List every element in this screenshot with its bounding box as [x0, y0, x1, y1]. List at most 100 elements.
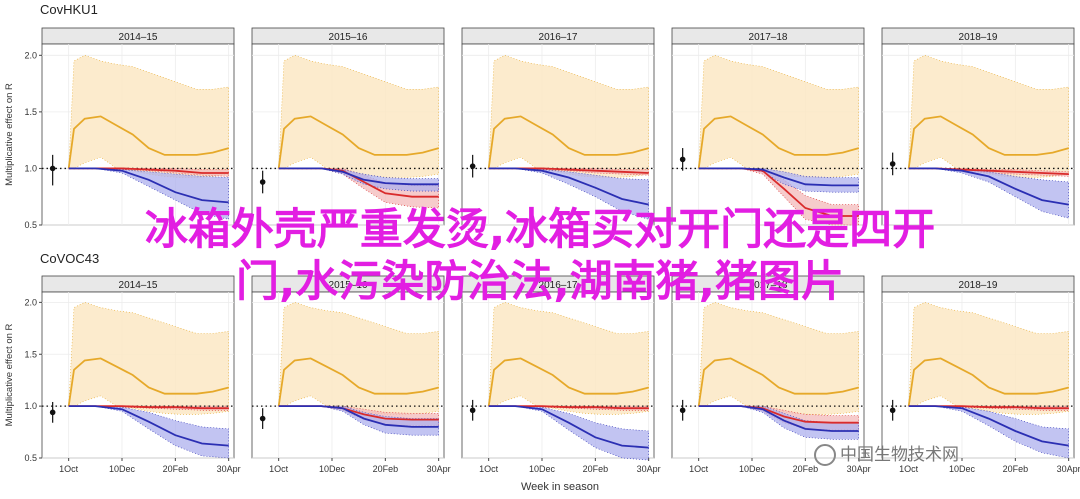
x-tick-label: 10Dec	[949, 464, 976, 474]
y-tick-label: 1.5	[24, 107, 37, 117]
y-axis-label: Multiplicative effect on R	[4, 83, 15, 186]
ci-band-red	[698, 168, 859, 226]
point-estimate	[259, 415, 266, 422]
x-tick-label: 30Apr	[637, 464, 661, 474]
y-tick-label: 1.0	[24, 163, 37, 173]
x-tick-label: 1Oct	[689, 464, 709, 474]
facet-2017–18: 2017–18 1Oct 10Dec 20Feb 30Apr	[671, 275, 871, 474]
series-line-blue	[698, 405, 859, 432]
x-tick-label: 30Apr	[1057, 464, 1080, 474]
series-line-orange	[277, 357, 439, 407]
facet-strip-label: 2018–19	[959, 32, 998, 43]
facet-2016–17: 2016–17 1Oct 10Dec 20Feb 30Apr	[461, 275, 661, 474]
point-estimate	[49, 409, 56, 416]
facet-2014–15: 2014–15	[41, 27, 235, 226]
facet-strip-label: 2018–19	[959, 280, 998, 291]
point-estimate	[469, 407, 476, 414]
facet-strip-label: 2016–17	[539, 32, 578, 43]
x-tick-label: 10Dec	[109, 464, 136, 474]
point-estimate	[259, 179, 266, 185]
series-line-blue	[278, 167, 439, 186]
x-tick-label: 10Dec	[529, 464, 556, 474]
x-tick-label: 1Oct	[59, 464, 79, 474]
ci-band-orange	[488, 302, 649, 415]
facet-2014–15: 2014–15 1Oct 10Dec 20Feb 30Apr	[41, 275, 241, 474]
ci-band-orange	[68, 302, 229, 415]
facet-strip-label: 2014–15	[119, 280, 158, 291]
ci-band-orange	[698, 54, 859, 178]
ci-band-orange	[908, 302, 1069, 415]
wechat-logo-icon	[814, 444, 836, 466]
series-line-blue	[278, 405, 439, 428]
facet-strip-label: 2015–16	[329, 280, 368, 291]
facet-strip-label: 2017–18	[749, 280, 788, 291]
series-line-blue	[908, 405, 1069, 447]
y-axis-label: Multiplicative effect on R	[4, 323, 15, 426]
facet-2016–17: 2016–17	[461, 27, 655, 226]
panel-covoc43: CoVOC43 0.5 1.0 1.5 2.0 Multiplicative effect…	[4, 251, 1080, 474]
panel-title: CoVOC43	[40, 251, 99, 266]
series-line-blue	[488, 405, 649, 449]
ci-band-orange	[278, 54, 439, 178]
x-tick-label: 20Feb	[793, 464, 819, 474]
y-tick-label: 0.5	[24, 453, 37, 463]
panel-title: CovHKU1	[40, 2, 98, 17]
y-tick-label: 0.5	[24, 220, 37, 230]
ci-band-blue	[908, 405, 1069, 459]
facet-2018–19: 2018–19 1Oct 10Dec 20Feb 30Apr	[881, 275, 1080, 474]
facet-2015–16: 2015–16 1Oct 10Dec 20Feb 30Apr	[251, 275, 451, 474]
ci-band-blue	[278, 405, 439, 436]
series-line-orange	[697, 115, 859, 169]
series-line-orange	[907, 115, 1069, 169]
facet-2015–16: 2015–16	[251, 27, 445, 226]
y-tick-label: 1.0	[24, 401, 37, 411]
x-tick-label: 10Dec	[319, 464, 346, 474]
ci-band-orange	[908, 54, 1069, 178]
ci-band-blue	[68, 405, 229, 459]
x-tick-label: 30Apr	[847, 464, 871, 474]
x-tick-label: 20Feb	[583, 464, 609, 474]
ci-band-orange	[68, 54, 229, 178]
x-tick-label: 1Oct	[899, 464, 919, 474]
y-tick-label: 2.0	[24, 50, 37, 60]
ci-band-blue	[488, 168, 649, 220]
series-line-orange	[487, 357, 649, 407]
series-line-blue	[908, 167, 1069, 206]
x-tick-label: 10Dec	[739, 464, 766, 474]
watermark: 中国生物技术网	[814, 440, 959, 466]
x-tick-label: 30Apr	[427, 464, 451, 474]
series-line-orange	[277, 115, 439, 169]
facet-strip-label: 2015–16	[329, 32, 368, 43]
x-tick-label: 1Oct	[479, 464, 499, 474]
series-line-orange	[67, 357, 229, 407]
point-estimate	[679, 156, 686, 163]
ci-band-blue	[68, 168, 229, 220]
point-estimate	[49, 165, 56, 172]
y-tick-label: 1.5	[24, 349, 37, 359]
series-line-blue	[68, 167, 229, 204]
point-estimate	[679, 407, 686, 414]
x-tick-label: 20Feb	[1003, 464, 1029, 474]
series-line-orange	[697, 357, 859, 407]
point-estimate	[889, 161, 896, 167]
x-tick-label: 20Feb	[163, 464, 189, 474]
series-line-blue	[698, 167, 859, 187]
series-line-blue	[68, 405, 229, 447]
series-line-orange	[67, 115, 229, 169]
ci-band-orange	[278, 302, 439, 415]
ci-band-blue	[488, 405, 649, 461]
series-line-blue	[488, 167, 649, 206]
facet-strip-label: 2017–18	[749, 32, 788, 43]
ci-band-red	[278, 168, 439, 209]
x-tick-label: 20Feb	[373, 464, 399, 474]
facet-2017–18: 2017–18	[671, 27, 865, 226]
series-line-orange	[487, 115, 649, 169]
x-tick-label: 1Oct	[269, 464, 289, 474]
x-tick-label: 30Apr	[217, 464, 241, 474]
series-line-orange	[907, 357, 1069, 407]
panel-covhku1: CovHKU1 0.5 1.0 1.5 2.0 Multiplicative effect…	[4, 2, 1075, 230]
facet-strip-label: 2016–17	[539, 280, 578, 291]
y-tick-label: 2.0	[24, 297, 37, 307]
ci-band-orange	[488, 54, 649, 178]
